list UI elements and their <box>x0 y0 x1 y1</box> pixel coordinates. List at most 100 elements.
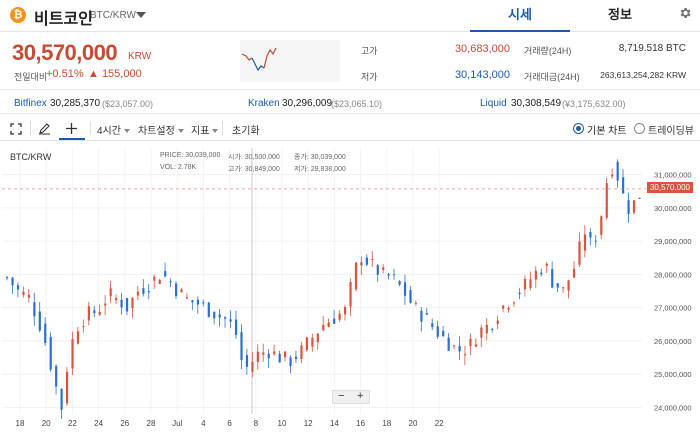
candle-body <box>234 319 238 335</box>
candle-body <box>480 327 483 338</box>
candle-body <box>403 282 407 296</box>
low-value: 30,143,000 <box>454 69 510 81</box>
candle-body <box>60 388 63 410</box>
candle-body <box>442 330 445 337</box>
header-bar: ₿ 비트코인 BTC/KRW 시세 정보 <box>0 0 700 32</box>
candle-body <box>218 314 221 318</box>
x-tick-label: 18 <box>16 419 25 428</box>
x-tick-label: Jul <box>172 419 182 428</box>
candle-body <box>627 200 630 214</box>
candle-body <box>93 310 96 314</box>
candle-body <box>305 337 309 351</box>
candle-body <box>142 288 145 294</box>
pencil-icon[interactable] <box>38 122 51 135</box>
tradingview-label[interactable]: 트레이딩뷰 <box>648 126 694 137</box>
candle-body <box>98 312 101 315</box>
candle-body <box>322 324 325 331</box>
candle-body <box>262 352 265 355</box>
candle-body <box>523 278 527 290</box>
candle-body <box>164 271 167 277</box>
candle-body <box>158 279 161 284</box>
candle-body <box>425 313 428 315</box>
candle-body <box>207 302 210 317</box>
toolbar-divider <box>90 121 91 135</box>
candle-body <box>185 297 189 299</box>
candle-body <box>420 310 423 322</box>
exchange-kraken-usd: ($23,065.10) <box>331 99 383 109</box>
tab-info[interactable]: 정보 <box>608 7 632 22</box>
candle-body <box>360 262 363 266</box>
chevron-down-icon <box>212 129 219 134</box>
coin-pair[interactable]: BTC/KRW <box>90 10 136 21</box>
candle-body <box>316 333 319 343</box>
indicators-menu[interactable]: 지표 <box>191 122 219 137</box>
high-value: 30,683,000 <box>454 43 510 55</box>
chart-settings-menu[interactable]: 차트설정 <box>138 122 184 137</box>
candle-body <box>115 297 118 301</box>
divider <box>0 113 700 114</box>
divider <box>0 89 700 90</box>
candle-body <box>11 277 14 286</box>
candle-body <box>71 339 74 369</box>
low-readout: 29,838,000 <box>310 166 346 173</box>
candle-body <box>294 356 298 360</box>
exchange-bitfinex-name[interactable]: Bitfinex <box>14 98 47 109</box>
x-tick-label: 8 <box>254 419 259 428</box>
tradingview-radio[interactable] <box>634 123 645 134</box>
bitcoin-logo-icon: ₿ <box>10 7 26 23</box>
price-chart[interactable]: 31,000,000 30,000,000 29,000,000 28,000,000… <box>0 142 700 435</box>
candle-body <box>49 336 52 370</box>
candle-body <box>589 231 592 238</box>
candle-body <box>267 353 270 359</box>
candle-body <box>463 354 467 356</box>
candle-body <box>371 259 374 261</box>
candle-body <box>431 323 434 328</box>
chevron-down-icon[interactable] <box>136 12 146 18</box>
candle-body <box>180 289 183 293</box>
candle-body <box>125 298 129 312</box>
candlestick-chart[interactable]: 31,000,000 30,000,000 29,000,000 28,000,000… <box>0 142 700 435</box>
zoom-in-button[interactable]: + <box>357 390 364 402</box>
candle-body <box>196 299 199 305</box>
x-tick-label: 26 <box>120 419 129 428</box>
expand-icon[interactable] <box>10 123 22 135</box>
candle-body <box>191 300 194 303</box>
vol-label: VOL: <box>160 164 176 171</box>
coin-name[interactable]: 비트코인 <box>34 11 93 28</box>
candle-body <box>578 241 581 265</box>
candle-body <box>562 287 565 289</box>
zoom-out-button[interactable]: − <box>338 390 345 402</box>
candle-body <box>104 303 107 306</box>
interval-select[interactable]: 4시간 <box>97 122 130 137</box>
candle-body <box>518 292 521 295</box>
candle-body <box>289 357 292 367</box>
plus-icon[interactable] <box>65 122 78 135</box>
candle-body <box>278 353 281 363</box>
vol-readout: 2.78K <box>177 164 197 171</box>
high-label: 고가 <box>361 46 378 56</box>
x-tick-label: 12 <box>304 419 313 428</box>
x-tick-label: 16 <box>356 419 365 428</box>
high-label-readout: 고가: <box>228 166 243 173</box>
candle-body <box>120 299 123 308</box>
gear-icon[interactable] <box>678 6 692 20</box>
reset-button[interactable]: 초기화 <box>232 126 260 137</box>
candle-body <box>507 307 510 310</box>
low-label: 저가 <box>361 72 378 82</box>
open-readout: 30,500,000 <box>244 154 280 161</box>
exchange-kraken-price: 30,296,009 <box>282 98 333 109</box>
candle-body <box>245 355 249 367</box>
basic-chart-radio[interactable] <box>573 123 584 134</box>
x-tick-label: 20 <box>42 419 51 428</box>
tab-price[interactable]: 시세 <box>470 0 570 32</box>
candle-body <box>436 326 439 337</box>
basic-chart-label[interactable]: 기본 차트 <box>587 126 627 137</box>
candle-body <box>545 263 548 266</box>
exchange-liquid-name[interactable]: Liquid <box>480 98 507 109</box>
exchange-kraken-name[interactable]: Kraken <box>248 98 280 109</box>
volume-label: 거래량(24H) <box>524 46 572 56</box>
price-label: PRICE: <box>160 152 184 159</box>
candle-body <box>556 283 559 288</box>
candle-body <box>65 371 69 404</box>
candle-body <box>153 276 156 281</box>
